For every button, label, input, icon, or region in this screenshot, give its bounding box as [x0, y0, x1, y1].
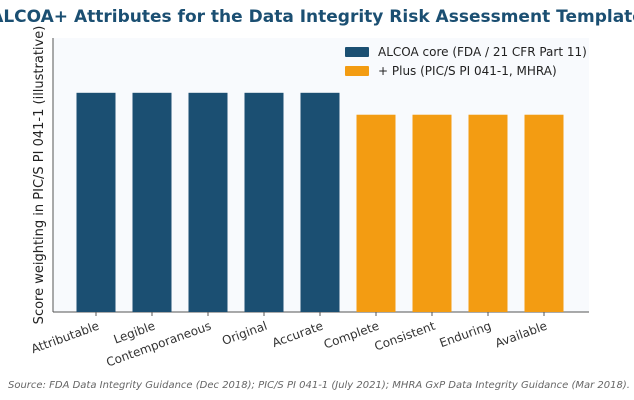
chart-title: ALCOA+ Attributes for the Data Integrity…: [0, 7, 634, 27]
legend-label-plus: + Plus (PIC/S PI 041-1, MHRA): [378, 64, 557, 78]
bar-available: [524, 114, 564, 312]
x-tick-label-original: Original: [220, 319, 269, 348]
x-tick-label-accurate: Accurate: [270, 319, 325, 350]
y-axis-label: Score weighting in PIC/S PI 041-1 (illus…: [32, 26, 47, 325]
bar-contemporaneous: [188, 92, 228, 312]
source-note: Source: FDA Data Integrity Guidance (Dec…: [8, 380, 630, 391]
x-tick-label-complete: Complete: [322, 319, 381, 352]
legend: ALCOA core (FDA / 21 CFR Part 11) + Plus…: [345, 45, 587, 78]
x-tick-label-consistent: Consistent: [373, 319, 438, 354]
legend-label-alcoa-core: ALCOA core (FDA / 21 CFR Part 11): [378, 45, 587, 59]
bar-legible: [132, 92, 172, 312]
legend-swatch-alcoa-core: [345, 47, 369, 57]
bar-attributable: [76, 92, 116, 312]
x-tick-label-available: Available: [493, 319, 549, 351]
bar-original: [244, 92, 284, 312]
bar-enduring: [468, 114, 508, 312]
legend-swatch-plus: [345, 66, 369, 76]
bar-consistent: [412, 114, 452, 312]
bars-layer: [76, 92, 564, 312]
bar-complete: [356, 114, 396, 312]
x-tick-label-enduring: Enduring: [438, 319, 493, 351]
bar-accurate: [300, 92, 340, 312]
